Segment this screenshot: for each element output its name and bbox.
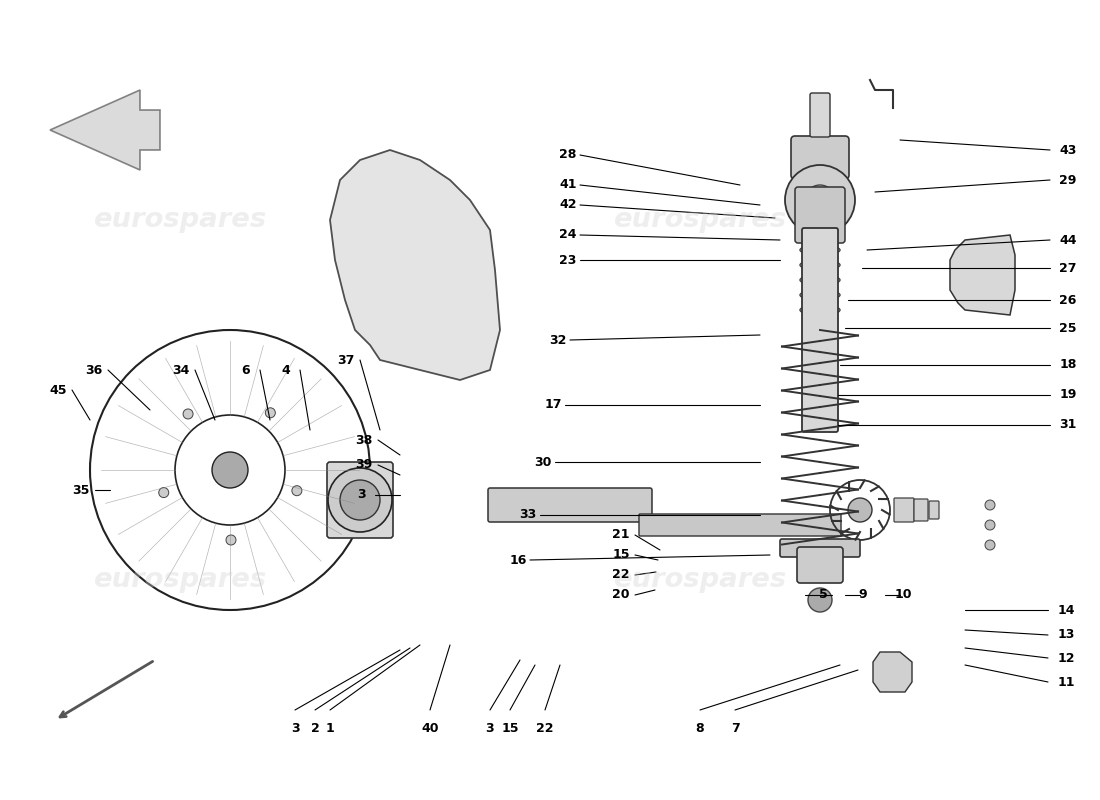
Circle shape [984, 520, 996, 530]
FancyBboxPatch shape [798, 547, 843, 583]
Text: 1: 1 [326, 722, 334, 734]
FancyBboxPatch shape [488, 488, 652, 522]
Text: 6: 6 [242, 363, 251, 377]
Circle shape [984, 500, 996, 510]
Circle shape [848, 498, 872, 522]
Text: 41: 41 [559, 178, 576, 191]
FancyBboxPatch shape [802, 228, 838, 432]
Circle shape [805, 185, 835, 215]
FancyBboxPatch shape [810, 93, 830, 137]
Text: 11: 11 [1057, 675, 1075, 689]
Text: 3: 3 [290, 722, 299, 734]
Text: 37: 37 [338, 354, 354, 366]
Text: 9: 9 [859, 589, 867, 602]
Circle shape [785, 165, 855, 235]
Text: 19: 19 [1059, 389, 1077, 402]
Text: eurospares: eurospares [614, 207, 786, 233]
Circle shape [212, 452, 248, 488]
FancyBboxPatch shape [780, 539, 860, 557]
FancyBboxPatch shape [795, 187, 845, 243]
Polygon shape [873, 652, 912, 692]
Text: 26: 26 [1059, 294, 1077, 306]
Text: 20: 20 [613, 589, 629, 602]
Circle shape [808, 588, 832, 612]
Text: 31: 31 [1059, 418, 1077, 431]
Text: 33: 33 [519, 509, 537, 522]
Circle shape [226, 535, 236, 545]
Text: 12: 12 [1057, 651, 1075, 665]
FancyBboxPatch shape [914, 499, 928, 521]
FancyBboxPatch shape [930, 501, 939, 519]
Text: 10: 10 [894, 589, 912, 602]
Text: 21: 21 [613, 529, 629, 542]
Text: eurospares: eurospares [94, 207, 266, 233]
FancyBboxPatch shape [791, 136, 849, 179]
Text: eurospares: eurospares [614, 567, 786, 593]
Polygon shape [330, 150, 500, 380]
Polygon shape [950, 235, 1015, 315]
Circle shape [340, 480, 379, 520]
FancyBboxPatch shape [894, 498, 914, 522]
Text: 22: 22 [613, 569, 629, 582]
Text: 34: 34 [173, 363, 189, 377]
Text: 23: 23 [559, 254, 576, 266]
Text: 42: 42 [559, 198, 576, 211]
Text: 18: 18 [1059, 358, 1077, 371]
Circle shape [292, 486, 301, 496]
Text: 14: 14 [1057, 603, 1075, 617]
Text: 3: 3 [356, 489, 365, 502]
Text: 43: 43 [1059, 143, 1077, 157]
Text: 40: 40 [421, 722, 439, 734]
Polygon shape [50, 90, 160, 170]
Text: 7: 7 [730, 722, 739, 734]
Text: 32: 32 [549, 334, 566, 346]
Text: 39: 39 [355, 458, 373, 471]
Circle shape [265, 408, 275, 418]
Text: 29: 29 [1059, 174, 1077, 186]
FancyBboxPatch shape [327, 462, 393, 538]
Text: 28: 28 [559, 149, 576, 162]
Text: 8: 8 [695, 722, 704, 734]
Text: 13: 13 [1057, 629, 1075, 642]
Text: 4: 4 [282, 363, 290, 377]
Text: 22: 22 [537, 722, 553, 734]
Text: 27: 27 [1059, 262, 1077, 274]
Text: 3: 3 [486, 722, 494, 734]
Text: 36: 36 [86, 363, 102, 377]
Text: 24: 24 [559, 229, 576, 242]
Text: 15: 15 [613, 549, 629, 562]
Text: 5: 5 [818, 589, 827, 602]
Text: 2: 2 [310, 722, 319, 734]
Text: 38: 38 [355, 434, 373, 446]
Text: 16: 16 [509, 554, 527, 566]
Text: 17: 17 [544, 398, 562, 411]
Text: 45: 45 [50, 383, 67, 397]
FancyBboxPatch shape [639, 514, 842, 536]
Text: 15: 15 [502, 722, 519, 734]
Text: 35: 35 [73, 483, 90, 497]
Text: 25: 25 [1059, 322, 1077, 334]
Circle shape [158, 487, 168, 498]
Text: 44: 44 [1059, 234, 1077, 246]
Text: eurospares: eurospares [94, 567, 266, 593]
Circle shape [183, 409, 194, 419]
Circle shape [984, 540, 996, 550]
Circle shape [328, 468, 392, 532]
Text: 30: 30 [535, 455, 552, 469]
